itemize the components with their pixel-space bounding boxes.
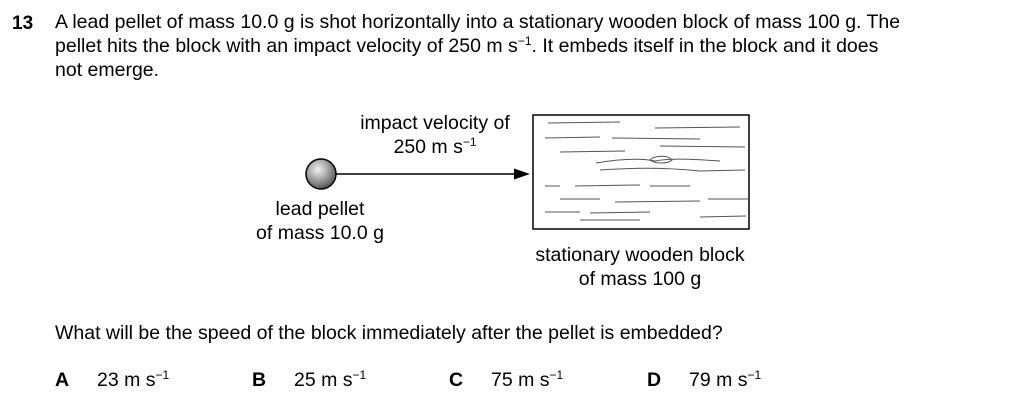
lead-pellet xyxy=(305,158,337,190)
stem-line-2-exponent: −1 xyxy=(517,34,532,48)
option-b-exponent: −1 xyxy=(352,368,367,382)
stem-line-3: not emerge. xyxy=(55,59,160,81)
velocity-arrow-head xyxy=(514,168,530,180)
stem-line-2: pellet hits the block with an impact vel… xyxy=(55,34,1015,58)
option-c-exponent: −1 xyxy=(549,368,564,382)
question-number: 13 xyxy=(12,13,34,34)
pellet-label-line-1: lead pellet xyxy=(275,198,365,220)
stem-line-2-rest: . It embeds itself in the block and it d… xyxy=(531,35,879,57)
option-a-value: 23 m s xyxy=(97,369,156,391)
velocity-label-value: 250 m s xyxy=(393,136,463,158)
option-c-value: 75 m s xyxy=(491,369,550,391)
stem-line-2-text: pellet hits the block with an impact vel… xyxy=(55,35,518,57)
question-stem: A lead pellet of mass 10.0 g is shot hor… xyxy=(55,10,1015,82)
stem-line-1: A lead pellet of mass 10.0 g is shot hor… xyxy=(55,11,901,33)
velocity-label-exponent: −1 xyxy=(462,135,477,149)
velocity-label: impact velocity of 250 m s−1 xyxy=(330,111,540,159)
option-a[interactable]: A 23 m s−1 xyxy=(55,368,169,392)
option-c-letter: C xyxy=(449,369,464,391)
velocity-label-line-2: 250 m s−1 xyxy=(330,135,540,159)
option-b-letter: B xyxy=(252,369,267,391)
wooden-block xyxy=(532,114,750,230)
option-d-value: 79 m s xyxy=(689,369,748,391)
option-d-letter: D xyxy=(647,369,662,391)
block-label: stationary wooden block of mass 100 g xyxy=(510,243,770,291)
option-b-value: 25 m s xyxy=(294,369,353,391)
question-prompt: What will be the speed of the block imme… xyxy=(55,322,723,344)
block-label-line-1: stationary wooden block xyxy=(535,244,745,266)
pellet-label: lead pellet of mass 10.0 g xyxy=(230,197,410,245)
option-b[interactable]: B 25 m s−1 xyxy=(252,368,366,392)
option-d[interactable]: D 79 m s−1 xyxy=(647,368,761,392)
pellet-label-line-2: of mass 10.0 g xyxy=(256,222,384,244)
option-a-letter: A xyxy=(55,369,70,391)
option-c[interactable]: C 75 m s−1 xyxy=(449,368,563,392)
option-d-exponent: −1 xyxy=(747,368,762,382)
velocity-label-line-1: impact velocity of xyxy=(360,112,510,134)
block-label-line-2: of mass 100 g xyxy=(578,268,702,290)
option-a-exponent: −1 xyxy=(155,368,170,382)
